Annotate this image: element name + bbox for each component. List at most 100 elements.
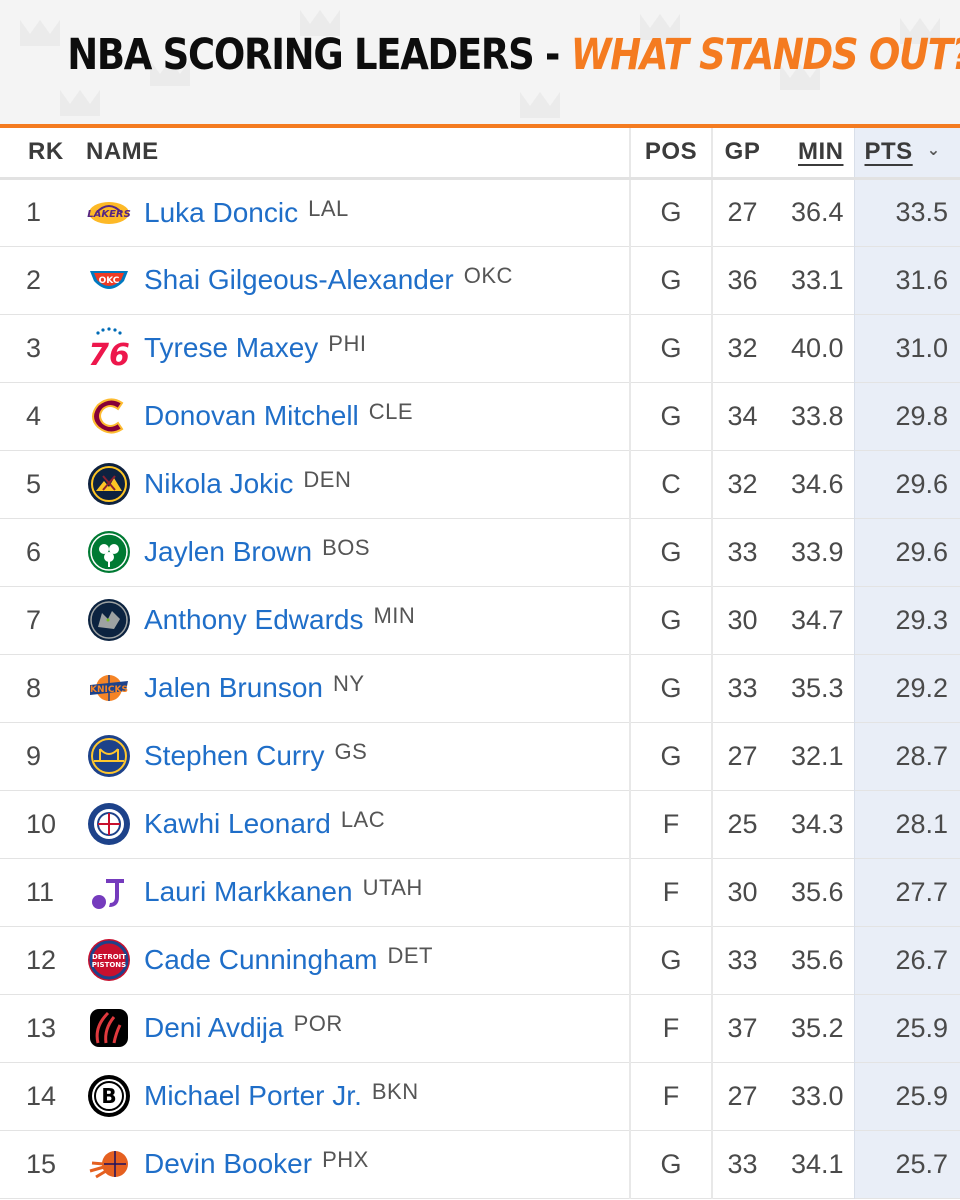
- player-name-link[interactable]: Kawhi Leonard: [144, 808, 331, 839]
- position-cell: G: [629, 314, 712, 382]
- player-cell: KNICKS Jalen Brunson NY: [76, 654, 630, 722]
- points-cell: 25.7: [853, 1130, 960, 1198]
- cavaliers-logo: [86, 393, 132, 439]
- table-row: 6 Jaylen Brown BOS G 33 33.9 29.6: [0, 518, 960, 586]
- points-cell: 25.9: [853, 1062, 960, 1130]
- games-played-cell: 25: [711, 790, 772, 858]
- crown-pattern-background: [20, 10, 940, 118]
- player-cell: Stephen Curry GS: [76, 722, 630, 790]
- position-cell: G: [629, 586, 712, 654]
- column-header-min[interactable]: MIN: [772, 128, 854, 178]
- team-abbreviation: PHI: [328, 331, 367, 357]
- minutes-cell: 35.3: [790, 672, 844, 703]
- header-divider: [0, 124, 960, 128]
- minutes-cell: 34.6: [790, 468, 844, 499]
- svg-text:OKC: OKC: [99, 276, 120, 286]
- player-cell: OKC Shai Gilgeous-Alexander OKC: [76, 246, 630, 314]
- player-cell: Jaylen Brown BOS: [76, 518, 630, 586]
- points-cell: 26.7: [853, 926, 960, 994]
- trail-blazers-logo: [86, 1005, 132, 1051]
- svg-text:LAKERS: LAKERS: [87, 209, 131, 220]
- table-row: 13 Deni Avdija POR F 37 35.2 25.9: [0, 994, 960, 1062]
- points-cell: 29.3: [853, 586, 960, 654]
- rank-cell: 11: [26, 876, 55, 907]
- player-name-link[interactable]: Donovan Mitchell: [144, 400, 359, 431]
- points-cell: 29.6: [853, 450, 960, 518]
- points-cell: 31.0: [853, 314, 960, 382]
- table-row: 8 KNICKS Jalen Brunson NY G 33 35.3 29.2: [0, 654, 960, 722]
- lakers-logo: LAKERS: [86, 190, 132, 236]
- rank-cell: 12: [26, 944, 57, 975]
- player-name-link[interactable]: Anthony Edwards: [144, 604, 364, 635]
- rank-cell: 4: [26, 400, 42, 431]
- team-abbreviation: NY: [333, 671, 365, 697]
- table-row: 7 Anthony Edwards MIN G 30 34.7 29.3: [0, 586, 960, 654]
- player-name-link[interactable]: Shai Gilgeous-Alexander: [144, 264, 454, 295]
- position-cell: G: [629, 518, 712, 586]
- table-row: 11 Lauri Markkanen UTAH F 30 35.6 27.7: [0, 858, 960, 926]
- nets-logo: B: [86, 1073, 132, 1119]
- minutes-cell: 33.1: [790, 264, 844, 295]
- player-name-link[interactable]: Devin Booker: [144, 1148, 313, 1179]
- player-name-link[interactable]: Jalen Brunson: [144, 672, 324, 703]
- column-header-pts[interactable]: PTS ⌄: [853, 128, 960, 178]
- points-cell: 29.2: [853, 654, 960, 722]
- position-cell: F: [629, 790, 712, 858]
- position-cell: F: [629, 1062, 712, 1130]
- team-abbreviation: BKN: [371, 1079, 419, 1105]
- games-played-cell: 33: [711, 518, 772, 586]
- clippers-logo: [86, 801, 132, 847]
- rank-cell: 10: [26, 808, 57, 839]
- minutes-cell: 33.9: [790, 536, 844, 567]
- table-row: 1 LAKERS Luka Doncic LAL G 27 36.4 33.5: [0, 178, 960, 246]
- team-abbreviation: LAL: [308, 195, 349, 221]
- games-played-cell: 27: [711, 178, 772, 246]
- player-name-link[interactable]: Deni Avdija: [144, 1012, 284, 1043]
- column-header-pos: POS: [629, 128, 712, 178]
- player-name-link[interactable]: Cade Cunningham: [144, 944, 378, 975]
- chevron-down-icon[interactable]: ⌄: [926, 142, 941, 160]
- player-name-link[interactable]: Lauri Markkanen: [144, 876, 353, 907]
- player-cell: LAKERS Luka Doncic LAL: [76, 178, 630, 246]
- table-row: 2 OKC Shai Gilgeous-Alexander OKC G 36 33.1 31.…: [0, 246, 960, 314]
- team-abbreviation: POR: [293, 1011, 343, 1037]
- minutes-cell: 32.1: [790, 740, 844, 771]
- player-name-link[interactable]: Jaylen Brown: [144, 536, 313, 567]
- team-abbreviation: DEN: [303, 467, 352, 493]
- table-row: 4 Donovan Mitchell CLE G 34 33.8 29.8: [0, 382, 960, 450]
- rank-cell: 13: [26, 1012, 57, 1043]
- position-cell: G: [629, 654, 712, 722]
- player-name-link[interactable]: Luka Doncic: [144, 196, 299, 228]
- knicks-logo: KNICKS: [86, 665, 132, 711]
- player-name-link[interactable]: Nikola Jokic: [144, 468, 294, 499]
- rank-cell: 6: [26, 536, 42, 567]
- minutes-cell: 35.6: [790, 876, 844, 907]
- player-cell: Lauri Markkanen UTAH: [76, 858, 630, 926]
- celtics-logo: [86, 529, 132, 575]
- games-played-cell: 33: [711, 654, 772, 722]
- jazz-logo: [86, 869, 132, 915]
- 76ers-logo: 76: [86, 325, 132, 371]
- player-name-link[interactable]: Tyrese Maxey: [144, 332, 319, 363]
- games-played-cell: 33: [711, 926, 772, 994]
- player-name-link[interactable]: Michael Porter Jr.: [144, 1080, 362, 1111]
- column-header-min-label[interactable]: MIN: [798, 138, 844, 166]
- games-played-cell: 32: [711, 450, 772, 518]
- rank-cell: 14: [26, 1080, 57, 1111]
- rank-cell: 1: [26, 197, 42, 227]
- player-name-link[interactable]: Stephen Curry: [144, 740, 325, 771]
- games-played-cell: 30: [711, 858, 772, 926]
- minutes-cell: 33.8: [790, 400, 844, 431]
- thunder-logo: OKC: [86, 257, 132, 303]
- title-main: NBA SCORING LEADERS -: [67, 30, 571, 80]
- player-cell: Deni Avdija POR: [76, 994, 630, 1062]
- minutes-cell: 36.4: [790, 197, 844, 227]
- position-cell: G: [629, 722, 712, 790]
- games-played-cell: 32: [711, 314, 772, 382]
- points-cell: 31.6: [853, 246, 960, 314]
- column-header-name: NAME: [86, 138, 159, 166]
- column-header-pts-label[interactable]: PTS: [864, 138, 913, 166]
- table-row: 3 76 Tyrese Maxey PHI G 32 40.0 31.0: [0, 314, 960, 382]
- rank-cell: 15: [26, 1148, 57, 1179]
- points-cell: 29.8: [853, 382, 960, 450]
